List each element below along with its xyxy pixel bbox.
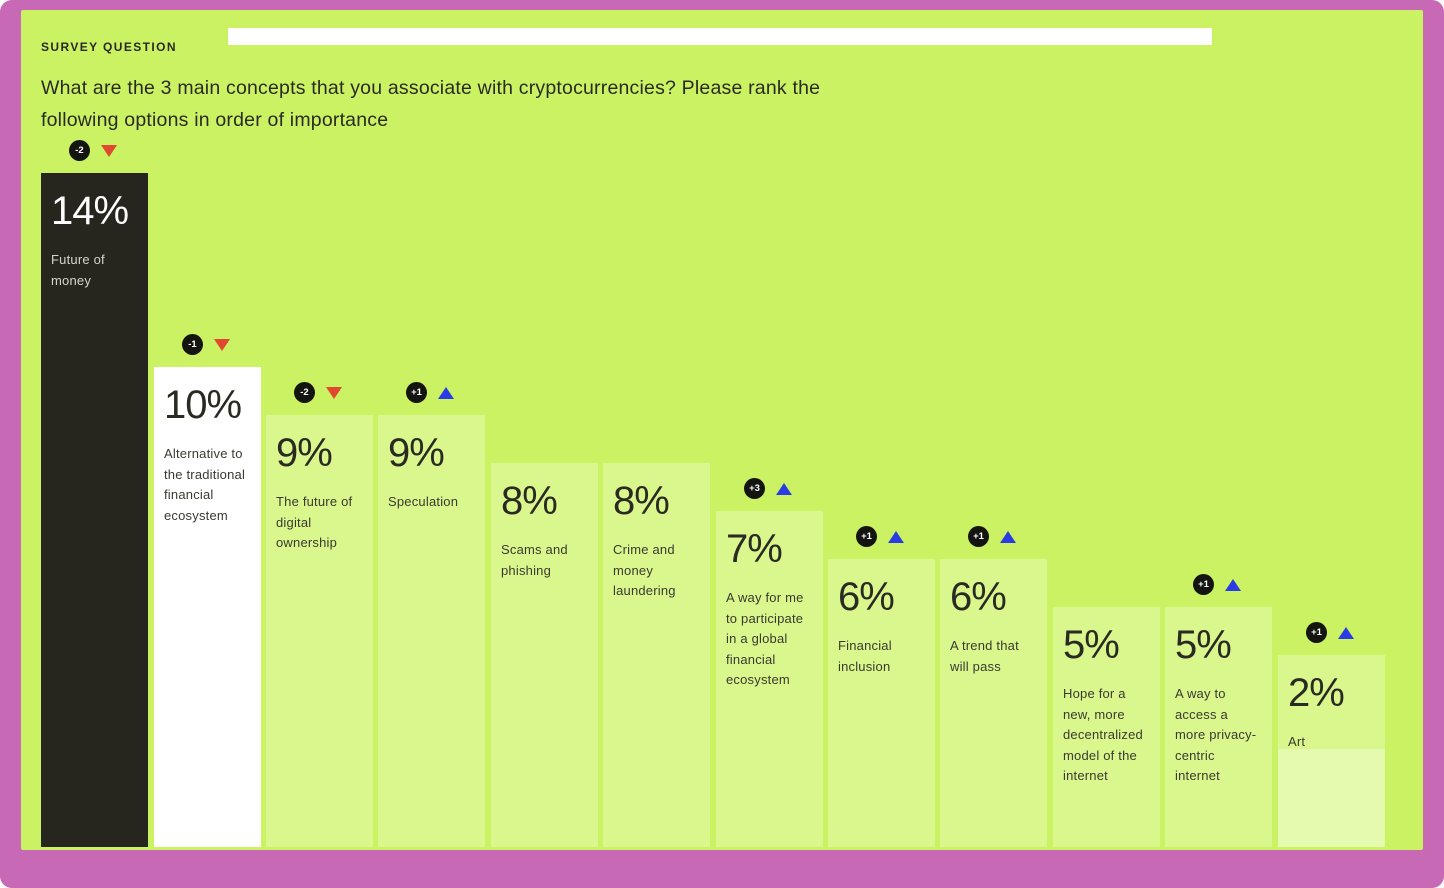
trend-down-icon	[101, 144, 117, 157]
trend-up-icon	[1338, 626, 1354, 639]
bar-lower-section	[1278, 749, 1385, 847]
bar-art: +1 2% Art	[1278, 622, 1385, 847]
header: SURVEY QUESTION What are the 3 main conc…	[41, 40, 861, 136]
bar-future-of-money: -2 14% Future of money	[41, 140, 148, 847]
bar-scams-phishing: 8% Scams and phishing	[491, 463, 598, 847]
bar-label: Speculation	[388, 494, 459, 509]
rank-change: +1	[1306, 622, 1354, 643]
bar-value: 6%	[838, 575, 895, 619]
rank-change: -1	[182, 334, 230, 355]
trend-up-icon	[1225, 578, 1241, 591]
bar-privacy-centric-internet: +1 5% A way to access a more privacy-cen…	[1165, 574, 1272, 847]
bar-decentralized-internet: 5% Hope for a new, more decentralized mo…	[1053, 607, 1160, 847]
rank-change: +1	[856, 526, 904, 547]
bar-value: 2%	[1288, 671, 1345, 715]
bar-value: 9%	[276, 431, 333, 475]
bar-chart: -2 14% Future of money -1 10% Alternativ…	[41, 127, 1401, 847]
trend-down-icon	[214, 338, 230, 351]
bar-trend-will-pass: +1 6% A trend that will pass	[940, 526, 1047, 847]
bar-value: 6%	[950, 575, 1007, 619]
rank-change: -2	[294, 382, 342, 403]
bar-speculation: +1 9% Speculation	[378, 382, 485, 847]
bar-label: The future of digital ownership	[276, 494, 353, 550]
bar-label: Financial inclusion	[838, 638, 892, 674]
rank-change-badge: +1	[968, 526, 989, 547]
bar-value: 5%	[1175, 623, 1232, 667]
bar-global-financial-ecosystem: +3 7% A way for me to participate in a g…	[716, 478, 823, 847]
rank-change-badge: +1	[1306, 622, 1327, 643]
bar-value: 8%	[613, 479, 670, 523]
rank-change: -2	[69, 140, 117, 161]
bar-value: 8%	[501, 479, 558, 523]
bar-label: Future of money	[51, 252, 105, 288]
bar-future-digital-ownership: -2 9% The future of digital ownership	[266, 382, 373, 847]
rank-change-badge: +1	[1193, 574, 1214, 595]
rank-change-badge: -2	[294, 382, 315, 403]
trend-up-icon	[888, 530, 904, 543]
bar-label: Scams and phishing	[501, 542, 568, 578]
bar-value: 9%	[388, 431, 445, 475]
bar-financial-inclusion: +1 6% Financial inclusion	[828, 526, 935, 847]
bar-value: 10%	[164, 383, 242, 427]
bar-label: A way for me to participate in a global …	[726, 590, 804, 687]
bar-value: 5%	[1063, 623, 1120, 667]
bar-value: 14%	[51, 189, 129, 233]
bar-label: Hope for a new, more decentralized model…	[1063, 686, 1143, 783]
rank-change-badge: +3	[744, 478, 765, 499]
rank-change-badge: -2	[69, 140, 90, 161]
bar-label: Crime and money laundering	[613, 542, 676, 598]
bar-alternative-financial-ecosystem: -1 10% Alternative to the traditional fi…	[154, 334, 261, 847]
top-strip	[228, 28, 1212, 45]
bar-label: Art	[1288, 734, 1306, 749]
trend-up-icon	[438, 386, 454, 399]
chart-panel: SURVEY QUESTION What are the 3 main conc…	[21, 10, 1423, 850]
bar-label: A trend that will pass	[950, 638, 1019, 674]
rank-change-badge: +1	[856, 526, 877, 547]
rank-change: +3	[744, 478, 792, 499]
rank-change: +1	[406, 382, 454, 403]
bar-label: Alternative to the traditional financial…	[164, 446, 246, 523]
bar-value: 7%	[726, 527, 783, 571]
bar-label: A way to access a more privacy-centric i…	[1175, 686, 1257, 783]
rank-change-badge: +1	[406, 382, 427, 403]
rank-change-badge: -1	[182, 334, 203, 355]
survey-question-text: What are the 3 main concepts that you as…	[41, 77, 821, 131]
rank-change: +1	[968, 526, 1016, 547]
trend-down-icon	[326, 386, 342, 399]
rank-change: +1	[1193, 574, 1241, 595]
survey-question-eyebrow: SURVEY QUESTION	[41, 40, 177, 54]
trend-up-icon	[1000, 530, 1016, 543]
trend-up-icon	[776, 482, 792, 495]
bar-crime-money-laundering: 8% Crime and money laundering	[603, 463, 710, 847]
